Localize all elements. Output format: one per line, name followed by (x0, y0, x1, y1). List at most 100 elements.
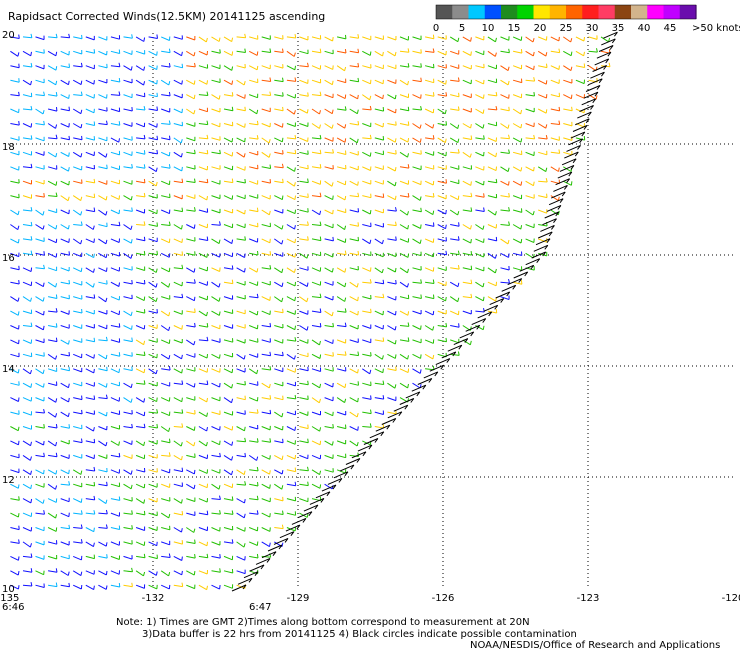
wind-barb (111, 340, 120, 343)
wind-barb (450, 80, 459, 81)
wind-barb (551, 138, 560, 141)
wind-barb-flag (294, 356, 295, 360)
wind-barb-flag (182, 80, 183, 84)
legend-swatch (631, 5, 648, 19)
wind-barb (375, 354, 383, 359)
wind-barb (111, 311, 119, 315)
wind-barb-flag (93, 283, 94, 287)
wind-barb-flag (207, 381, 208, 385)
wind-barb (61, 282, 70, 284)
wind-barb-flag (56, 442, 57, 446)
wind-barb (438, 109, 446, 114)
wind-barb-flag (119, 121, 120, 125)
wind-barb (73, 412, 82, 414)
wind-barb (400, 311, 408, 315)
wind-barb (488, 152, 496, 157)
wind-barb (287, 80, 296, 81)
wind-barb (48, 167, 57, 170)
wind-barb (425, 326, 433, 331)
wind-barb-flag (395, 384, 396, 388)
wind-barb (73, 37, 82, 39)
wind-barb (36, 210, 43, 215)
wind-barb (86, 470, 95, 471)
wind-barb (136, 398, 144, 403)
wind-barb-flag (106, 383, 107, 387)
wind-barb-flag (156, 269, 157, 273)
wind-barb-flag (257, 268, 258, 272)
wind-barb (438, 253, 447, 255)
wind-barb (111, 484, 120, 486)
wind-barb (174, 297, 183, 298)
wind-barb-flag (244, 514, 245, 518)
wind-barb-flag (521, 280, 522, 284)
wind-barb (450, 152, 459, 153)
wind-barb-flag (270, 438, 271, 442)
wind-barb (98, 528, 107, 529)
wind-barb (438, 311, 447, 314)
wind-barb-flag (559, 168, 560, 172)
wind-barb (425, 181, 433, 185)
wind-barb (199, 427, 207, 432)
wind-barb-flag (207, 511, 208, 515)
wind-barb (513, 196, 521, 199)
wind-barb-flag (119, 352, 120, 356)
wind-barb (73, 383, 82, 386)
wind-barb (98, 167, 107, 169)
wind-barb-flag (484, 193, 485, 197)
wind-barb (337, 95, 345, 99)
wind-barb-flag (18, 52, 19, 56)
wind-barb-flag (245, 427, 246, 431)
wind-barb-flag (295, 468, 296, 472)
wind-barb (551, 152, 560, 153)
legend-tick-label: 30 (586, 23, 599, 34)
wind-barb (161, 37, 169, 41)
wind-barb (73, 152, 81, 157)
wind-barb (450, 196, 458, 200)
wind-barb (136, 542, 144, 546)
wind-barb-flag (408, 81, 409, 85)
wind-barb (10, 80, 19, 82)
wind-barb-flag (270, 49, 271, 53)
wind-barb-flag (131, 255, 132, 259)
wind-barb (463, 311, 472, 314)
wind-barb-flag (534, 77, 535, 81)
wind-barb-flag (258, 482, 259, 486)
legend-tick-label: 40 (638, 23, 651, 34)
wind-barb-flag (94, 396, 95, 400)
wind-barb-flag (294, 269, 295, 273)
wind-barb (149, 484, 158, 487)
wind-barb (312, 37, 321, 39)
wind-barb-flag (496, 179, 497, 183)
wind-barb (212, 528, 220, 532)
wind-barb (274, 326, 283, 329)
wind-barb (325, 455, 333, 458)
wind-barb (438, 181, 447, 183)
wind-barb (174, 109, 182, 113)
wind-barb (237, 51, 246, 52)
wind-barb (224, 412, 233, 415)
wind-barb-flag (56, 225, 57, 229)
wind-barb (86, 484, 95, 486)
wind-barb-flag (43, 211, 44, 215)
wind-barb-flag (56, 34, 57, 38)
wind-barb (299, 253, 307, 258)
legend-swatch (436, 5, 453, 19)
wind-barb (337, 383, 345, 388)
wind-barb (387, 181, 395, 186)
wind-barb (224, 268, 233, 270)
wind-barb (312, 66, 320, 70)
wind-barb (23, 152, 32, 155)
wind-barb-flag (408, 369, 409, 373)
wind-barb (73, 455, 82, 458)
wind-barb (538, 124, 546, 129)
wind-barb (325, 326, 334, 327)
wind-barb (61, 297, 70, 299)
wind-barb-flag (295, 253, 296, 257)
wind-barb (73, 528, 82, 529)
wind-barb (161, 225, 170, 226)
wind-barb (48, 297, 57, 299)
wind-barb (73, 470, 81, 475)
wind-barb (287, 398, 296, 399)
wind-barb-flag (370, 210, 371, 214)
wind-barb-flag (546, 124, 547, 128)
